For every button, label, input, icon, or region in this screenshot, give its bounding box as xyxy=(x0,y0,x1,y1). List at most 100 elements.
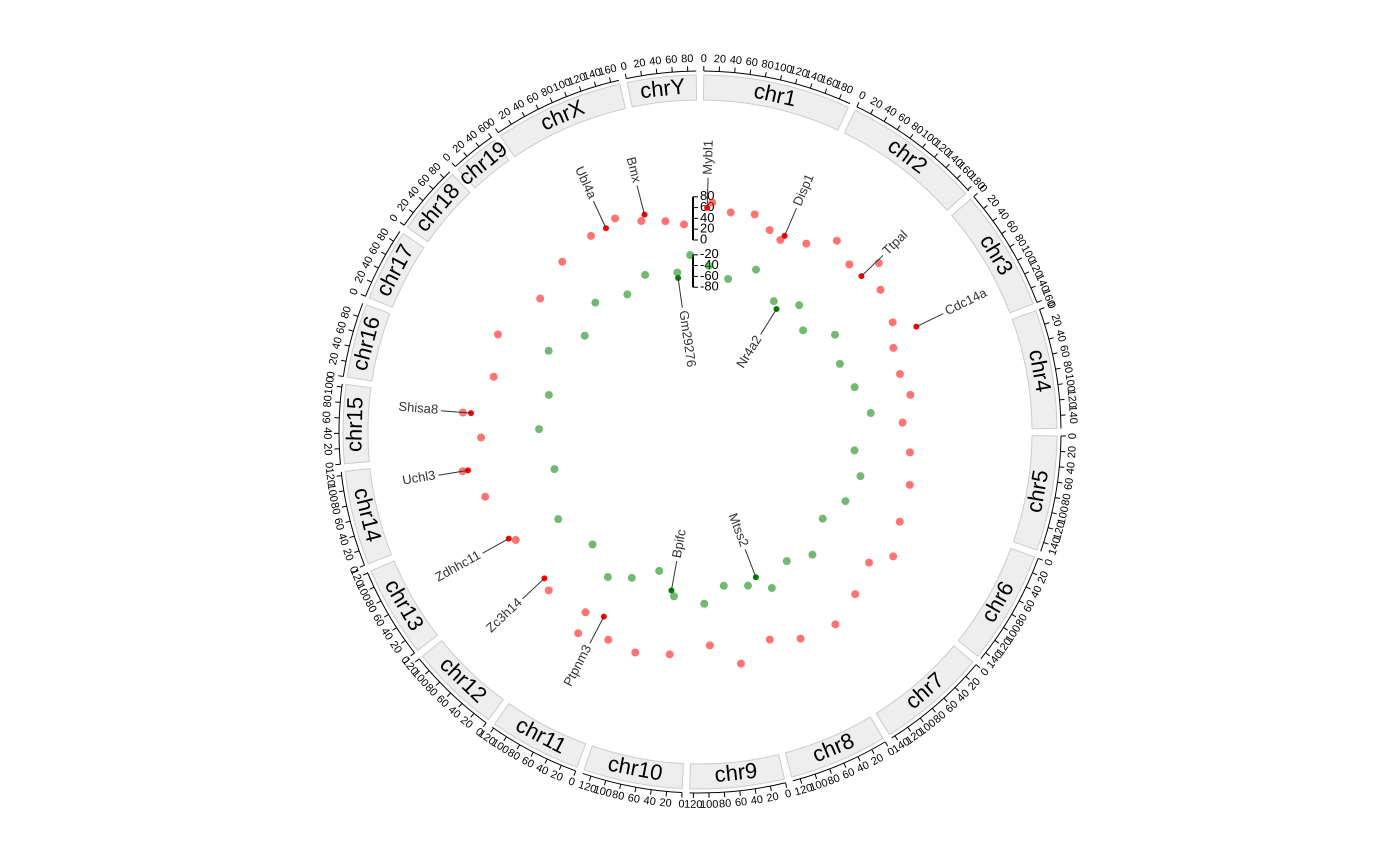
tick-mark xyxy=(1030,285,1036,289)
chromosome-band xyxy=(784,716,884,778)
tick-mark xyxy=(1047,527,1054,530)
gene-label: Ubl4a xyxy=(572,164,600,202)
tick-label: 0 xyxy=(1044,300,1057,310)
chromosome-band xyxy=(626,74,698,108)
tick-label: 120 xyxy=(788,64,809,80)
tick-label: 40 xyxy=(882,103,899,120)
tick-label: 100 xyxy=(1063,373,1077,393)
point xyxy=(782,557,791,566)
tick-mark xyxy=(871,749,875,755)
tick-mark xyxy=(907,726,912,732)
tick-label: 80 xyxy=(1012,232,1029,249)
tick-label: 40 xyxy=(510,98,527,114)
point xyxy=(558,257,567,266)
tick-mark xyxy=(521,111,526,117)
axis-line xyxy=(497,79,620,134)
tick-mark xyxy=(530,751,534,757)
tick-label: 20 xyxy=(340,547,355,563)
tick-label: 0 xyxy=(678,798,685,810)
tick-mark xyxy=(1011,613,1017,618)
point xyxy=(550,465,559,474)
point xyxy=(895,517,904,526)
tick-mark xyxy=(870,109,874,115)
tick-mark xyxy=(994,639,1000,644)
tick-mark xyxy=(1052,352,1058,355)
point xyxy=(818,514,827,523)
tick-mark xyxy=(1054,497,1061,499)
tick-mark xyxy=(931,708,936,713)
tick-mark xyxy=(1036,300,1042,303)
gene-label: Mybl1 xyxy=(700,140,716,175)
gene-label: Nr4a2 xyxy=(733,333,764,371)
tick-mark xyxy=(451,162,456,167)
point xyxy=(477,433,486,442)
tick-mark xyxy=(1057,383,1063,385)
point xyxy=(655,566,664,575)
tick-label: 60 xyxy=(745,56,759,70)
chromosome-band xyxy=(951,198,1034,314)
point xyxy=(865,558,874,567)
y-tick-label: -60 xyxy=(700,268,719,283)
gene-label: Bmx xyxy=(624,155,645,184)
tick-mark xyxy=(573,770,577,776)
tick-mark xyxy=(408,209,414,214)
y-tick-label: -80 xyxy=(700,279,719,294)
tick-mark xyxy=(956,174,961,179)
point xyxy=(673,268,682,277)
tick-mark xyxy=(764,71,767,78)
gene-connector xyxy=(670,560,678,591)
tick-label: 60 xyxy=(1021,598,1037,614)
tick-mark xyxy=(558,765,562,771)
point xyxy=(832,236,841,245)
tick-label: 0 xyxy=(388,212,401,224)
tick-mark xyxy=(640,70,643,76)
tick-label: 60 xyxy=(367,240,383,257)
tick-mark xyxy=(843,762,847,768)
tick-label: 60 xyxy=(1003,219,1020,236)
tick-mark xyxy=(909,134,914,139)
axis-line xyxy=(1039,309,1062,429)
axis-line xyxy=(338,383,343,465)
tick-label: 120 xyxy=(577,779,598,796)
tick-mark xyxy=(975,664,981,669)
tick-mark xyxy=(1024,271,1030,275)
gene-connector xyxy=(636,185,645,215)
chromosome-band xyxy=(843,109,967,211)
gene-connector xyxy=(589,616,605,644)
point xyxy=(874,259,883,268)
tick-mark xyxy=(896,125,901,130)
tick-label: 80 xyxy=(322,395,335,408)
tick-mark xyxy=(655,68,658,74)
point xyxy=(769,297,778,306)
tick-mark xyxy=(943,697,948,703)
point xyxy=(767,584,776,593)
tick-label: 80 xyxy=(375,226,392,243)
point xyxy=(511,535,520,544)
tick-label: 140 xyxy=(803,68,824,85)
point xyxy=(665,650,674,659)
axis-line xyxy=(1040,435,1062,552)
point xyxy=(544,390,553,399)
tick-mark xyxy=(779,75,783,81)
tick-label: 20 xyxy=(1048,313,1063,328)
tick-mark xyxy=(535,104,539,110)
tick-mark xyxy=(1037,557,1043,561)
point xyxy=(889,552,898,561)
tick-mark xyxy=(410,652,415,657)
gene-label: Ptpnm3 xyxy=(560,642,594,689)
tick-mark xyxy=(429,185,434,190)
tick-label: 140 xyxy=(582,66,603,83)
tick-label: 80 xyxy=(339,305,354,320)
chromosome-label: chr10 xyxy=(606,751,665,786)
tick-mark xyxy=(1025,586,1031,590)
tick-mark xyxy=(414,658,420,663)
tick-label: 0 xyxy=(701,53,707,65)
tick-label: 0 xyxy=(567,775,577,788)
tick-label: 120 xyxy=(323,467,337,487)
tick-label: 60 xyxy=(1062,477,1076,491)
point xyxy=(851,590,860,599)
axis-line xyxy=(891,664,977,739)
point xyxy=(700,599,709,608)
tick-label: 80 xyxy=(1060,360,1074,374)
point xyxy=(544,586,553,595)
